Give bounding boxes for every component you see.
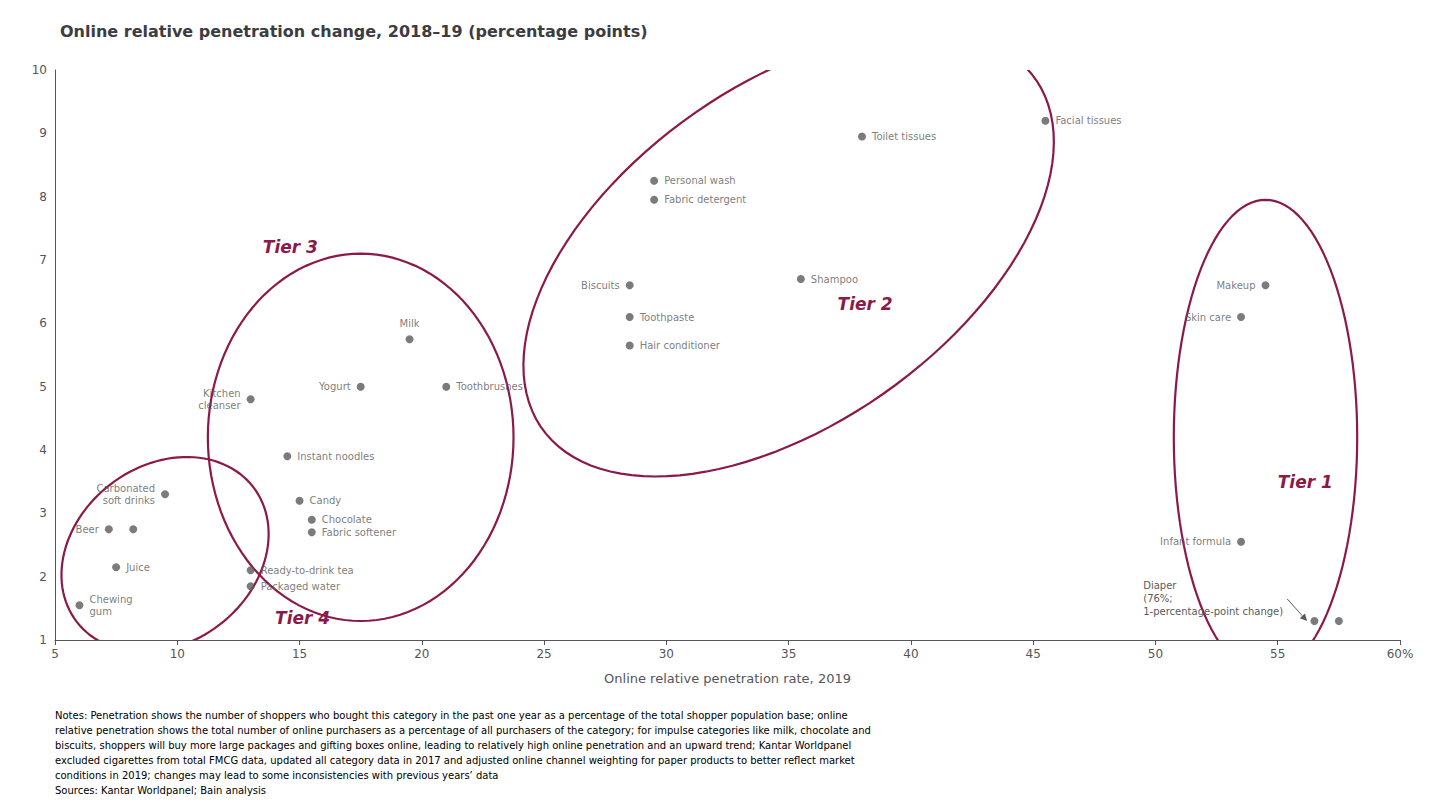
svg-text:2: 2 — [39, 570, 47, 584]
svg-text:35: 35 — [781, 647, 796, 661]
svg-text:55: 55 — [1270, 647, 1285, 661]
svg-text:50: 50 — [1148, 647, 1163, 661]
svg-text:10: 10 — [32, 63, 47, 77]
svg-text:Tier 3: Tier 3 — [263, 237, 318, 257]
svg-text:7: 7 — [39, 253, 47, 267]
svg-text:relative penetration shows the: relative penetration shows the total num… — [55, 725, 871, 736]
svg-text:1: 1 — [39, 633, 47, 647]
svg-text:1-percentage-point change): 1-percentage-point change) — [1143, 606, 1283, 617]
svg-text:Tier 4: Tier 4 — [275, 608, 330, 628]
svg-text:Notes: Penetration shows the n: Notes: Penetration shows the number of s… — [55, 710, 848, 721]
svg-text:Tier 1: Tier 1 — [1278, 472, 1333, 492]
svg-text:Fabric detergent: Fabric detergent — [664, 194, 746, 205]
svg-text:Online relative penetration ch: Online relative penetration change, 2018… — [60, 22, 648, 41]
svg-text:Personal wash: Personal wash — [664, 175, 736, 186]
svg-text:8: 8 — [39, 190, 47, 204]
svg-text:5: 5 — [51, 647, 59, 661]
svg-text:25: 25 — [536, 647, 551, 661]
svg-text:Sources: Kantar Worldpanel; Ba: Sources: Kantar Worldpanel; Bain analysi… — [55, 785, 266, 796]
svg-text:Skin care: Skin care — [1185, 312, 1231, 323]
svg-text:Toilet tissues: Toilet tissues — [871, 131, 936, 142]
svg-text:3: 3 — [39, 506, 47, 520]
svg-text:Milk: Milk — [400, 318, 420, 329]
svg-text:Hair conditioner: Hair conditioner — [640, 340, 721, 351]
svg-text:Chewing: Chewing — [89, 594, 132, 605]
svg-text:conditions in 2019; changes ma: conditions in 2019; changes may lead to … — [55, 770, 499, 781]
svg-text:Packaged water: Packaged water — [261, 581, 341, 592]
svg-text:biscuits, shoppers will buy mo: biscuits, shoppers will buy more large p… — [55, 740, 851, 751]
svg-text:excluded cigarettes from total: excluded cigarettes from total FMCG data… — [55, 755, 855, 766]
svg-text:Online relative penetration ra: Online relative penetration rate, 2019 — [604, 671, 851, 686]
svg-text:4: 4 — [39, 443, 47, 457]
svg-text:cleanser: cleanser — [198, 400, 241, 411]
svg-text:10: 10 — [170, 647, 185, 661]
svg-text:Yogurt: Yogurt — [318, 381, 351, 392]
svg-text:6: 6 — [39, 316, 47, 330]
svg-text:Infant formula: Infant formula — [1160, 536, 1231, 547]
svg-text:Beer: Beer — [76, 524, 100, 535]
svg-text:30: 30 — [659, 647, 674, 661]
svg-text:Toothpaste: Toothpaste — [639, 312, 695, 323]
svg-text:Biscuits: Biscuits — [581, 280, 620, 291]
svg-text:Candy: Candy — [310, 495, 342, 506]
svg-text:soft drinks: soft drinks — [103, 495, 155, 506]
svg-text:gum: gum — [89, 606, 111, 617]
svg-text:(76%;: (76%; — [1143, 593, 1173, 604]
svg-text:Shampoo: Shampoo — [811, 274, 858, 285]
svg-text:Juice: Juice — [125, 562, 150, 573]
svg-text:Chocolate: Chocolate — [322, 514, 372, 525]
svg-text:45: 45 — [1026, 647, 1041, 661]
svg-text:Ready-to-drink tea: Ready-to-drink tea — [261, 565, 354, 576]
svg-text:Kitchen: Kitchen — [203, 388, 241, 399]
svg-text:Makeup: Makeup — [1216, 280, 1255, 291]
svg-text:Fabric softener: Fabric softener — [322, 527, 397, 538]
svg-text:5: 5 — [39, 380, 47, 394]
svg-text:15: 15 — [292, 647, 307, 661]
svg-text:Facial tissues: Facial tissues — [1055, 115, 1121, 126]
svg-text:9: 9 — [39, 126, 47, 140]
svg-text:20: 20 — [414, 647, 429, 661]
svg-text:Diaper: Diaper — [1143, 580, 1177, 591]
svg-text:60%: 60% — [1387, 647, 1414, 661]
svg-text:Tier 2: Tier 2 — [838, 294, 893, 314]
svg-text:Carbonated: Carbonated — [96, 483, 155, 494]
svg-text:Instant noodles: Instant noodles — [297, 451, 374, 462]
svg-text:Toothbrushes: Toothbrushes — [455, 381, 523, 392]
svg-text:40: 40 — [903, 647, 918, 661]
